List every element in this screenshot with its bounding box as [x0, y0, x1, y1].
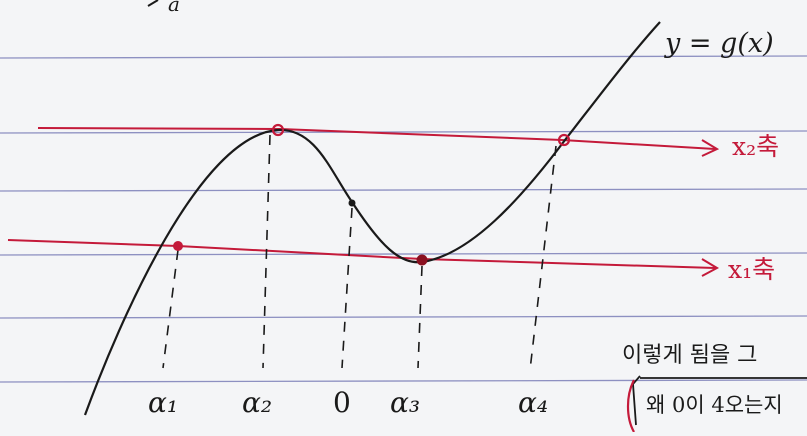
rule-line: [0, 188, 807, 192]
upper-line-label: x₂축: [732, 132, 779, 161]
x-axis-labels: α₁ α₂ 0 α₃ α₄: [148, 386, 548, 419]
dashed-zero: [341, 207, 353, 369]
label-alpha1: α₁: [148, 386, 178, 419]
top-stroke: [147, 0, 159, 7]
lower-arrow-head: [701, 258, 720, 277]
point-alpha1: [173, 241, 183, 251]
side-text: 이렇게 됨을 그: [622, 343, 757, 368]
lower-line-label: x₁축: [728, 255, 775, 284]
label-alpha3: α₃: [390, 386, 420, 419]
label-alpha4: α₄: [518, 386, 548, 419]
rule-line: [0, 315, 807, 319]
lower-horizontal-line: [7, 239, 716, 269]
curve-label: y = g(x): [664, 28, 774, 59]
label-alpha2: α₂: [242, 386, 272, 419]
label-zero: 0: [333, 386, 351, 419]
boxed-text: 왜 0이 4오는지: [646, 393, 783, 417]
rule-line: [0, 379, 807, 383]
red-lines: [7, 127, 720, 277]
curve-g: [83, 21, 661, 416]
point-alpha4: [557, 133, 571, 147]
dashed-alpha2: [262, 134, 271, 369]
red-bracket: [626, 379, 635, 433]
dashed-alpha3: [417, 265, 423, 369]
dashed-alpha1: [162, 249, 179, 369]
upper-arrow-head: [701, 139, 720, 157]
point-zero: [348, 199, 356, 207]
point-alpha2: [271, 123, 285, 137]
rule-line: [0, 252, 807, 256]
rule-line: [0, 130, 807, 134]
top-fragment: a: [168, 0, 180, 16]
point-alpha3: [416, 254, 428, 266]
dashed-guides: [162, 134, 557, 371]
rule-line: [0, 55, 807, 59]
upper-horizontal-line: [37, 127, 716, 150]
ruled-lines: [0, 55, 807, 383]
